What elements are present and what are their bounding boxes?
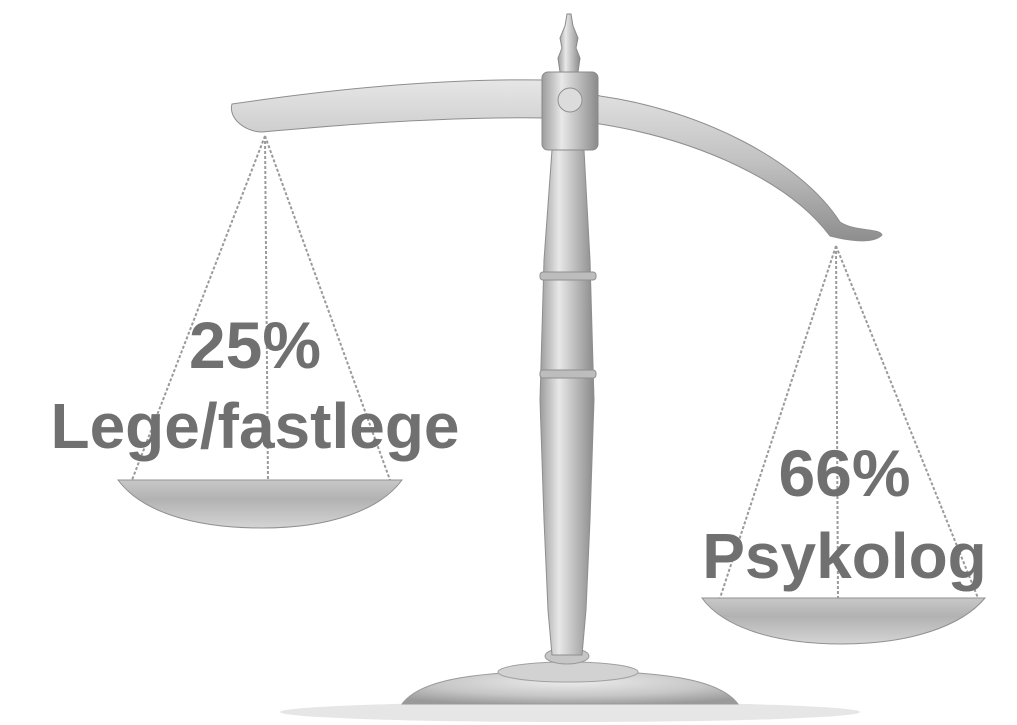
left-percent: 25% [188, 308, 322, 382]
scale-pillar [539, 149, 595, 656]
right-percent: 66% [778, 436, 911, 510]
right-chains [719, 245, 979, 601]
left-role: Lege/fastlege [50, 390, 460, 462]
base-top-ring [497, 661, 639, 683]
right-role: Psykolog [702, 520, 987, 592]
base-shadow [280, 702, 860, 722]
pillar-ring-1 [539, 271, 597, 281]
left-chains [131, 135, 391, 483]
right-pan [701, 597, 987, 645]
scale-beam [230, 79, 883, 242]
finial [557, 13, 581, 73]
right-pan-label: 66% Psykolog [672, 440, 1017, 588]
pillar-ring-2 [539, 369, 597, 379]
left-pan [117, 479, 403, 529]
left-pan-label: 25% Lege/fastlege [0, 312, 510, 458]
pivot-knob [557, 87, 583, 113]
